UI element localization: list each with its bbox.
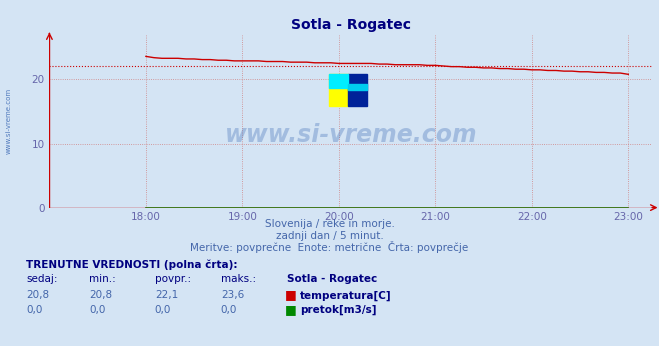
Text: 23,6: 23,6	[221, 290, 244, 300]
Text: Slovenija / reke in morje.: Slovenija / reke in morje.	[264, 219, 395, 229]
Text: temperatura[C]: temperatura[C]	[300, 290, 391, 301]
Text: www.si-vreme.com: www.si-vreme.com	[225, 123, 477, 147]
Text: min.:: min.:	[89, 274, 116, 284]
Text: Meritve: povprečne  Enote: metrične  Črta: povprečje: Meritve: povprečne Enote: metrične Črta:…	[190, 241, 469, 253]
Bar	[348, 84, 367, 90]
Text: maks.:: maks.:	[221, 274, 256, 284]
Text: 20,8: 20,8	[89, 290, 112, 300]
Text: Sotla - Rogatec: Sotla - Rogatec	[287, 274, 377, 284]
Text: sedaj:: sedaj:	[26, 274, 58, 284]
Text: povpr.:: povpr.:	[155, 274, 191, 284]
Text: 0,0: 0,0	[89, 305, 105, 315]
Text: ■: ■	[285, 288, 297, 301]
Text: 22,1: 22,1	[155, 290, 178, 300]
Title: Sotla - Rogatec: Sotla - Rogatec	[291, 18, 411, 32]
Text: 0,0: 0,0	[155, 305, 171, 315]
Text: 20,8: 20,8	[26, 290, 49, 300]
Text: TRENUTNE VREDNOSTI (polna črta):: TRENUTNE VREDNOSTI (polna črta):	[26, 260, 238, 270]
Bar	[329, 74, 348, 106]
Text: pretok[m3/s]: pretok[m3/s]	[300, 305, 376, 316]
Text: www.si-vreme.com: www.si-vreme.com	[5, 88, 12, 154]
Text: 0,0: 0,0	[26, 305, 43, 315]
Text: 0,0: 0,0	[221, 305, 237, 315]
Text: zadnji dan / 5 minut.: zadnji dan / 5 minut.	[275, 231, 384, 241]
Bar	[329, 74, 348, 88]
Text: ■: ■	[285, 303, 297, 316]
Bar	[348, 74, 367, 106]
